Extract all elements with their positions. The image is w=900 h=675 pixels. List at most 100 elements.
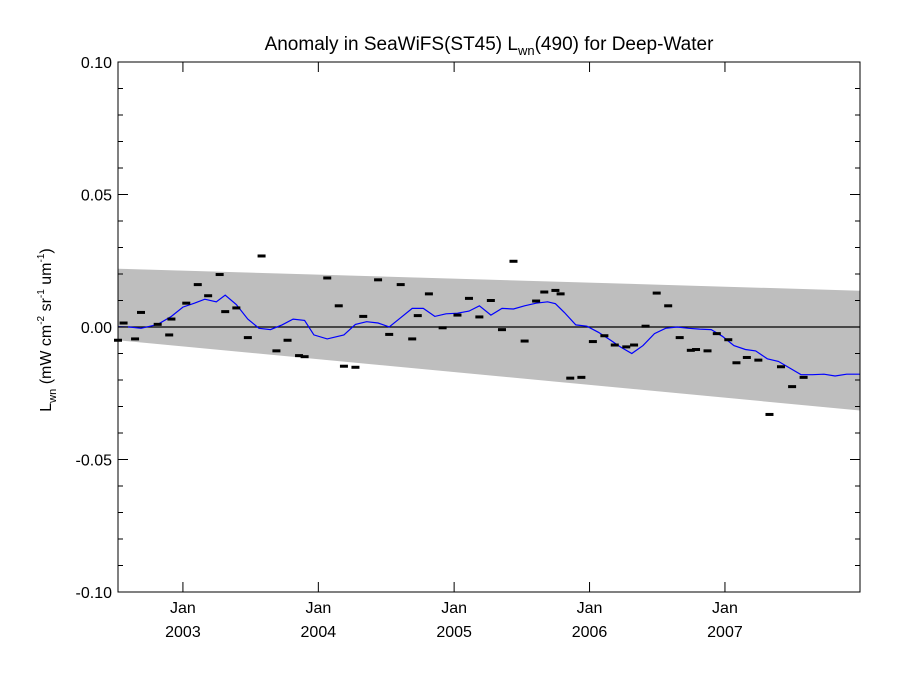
y-ticks: 0.10 0.05 0.00 -0.05 -0.10 (76, 55, 860, 602)
data-marker (686, 348, 695, 352)
data-marker (497, 328, 506, 332)
data-marker (257, 254, 266, 258)
data-marker (788, 385, 797, 389)
data-marker (396, 283, 405, 287)
data-marker (509, 259, 518, 263)
data-marker (351, 365, 360, 369)
ylabel-sub: wn (47, 389, 59, 404)
data-marker (664, 304, 673, 308)
data-marker (588, 340, 597, 344)
data-marker (385, 332, 394, 336)
data-marker (131, 337, 140, 341)
data-marker (193, 283, 202, 287)
ylabel-unit-a: (mW cm (38, 325, 55, 389)
data-marker (724, 338, 733, 342)
data-marker (765, 412, 774, 416)
x-tick-year-label: 2004 (301, 624, 337, 641)
ylabel-sup-3: -1 (36, 253, 47, 262)
x-tick-year-label: 2003 (165, 624, 201, 641)
data-marker (577, 375, 586, 379)
trend-line-layer (117, 294, 860, 377)
data-marker (295, 354, 304, 358)
data-marker (165, 333, 174, 337)
ylabel-unit-d: ) (38, 248, 55, 253)
ylabel-sup-2: -1 (36, 289, 47, 298)
data-marker (692, 348, 701, 352)
y-tick-label: 0.00 (81, 320, 112, 337)
uncertainty-band-layer (118, 268, 860, 411)
x-tick-month-label: Jan (712, 600, 738, 617)
title-suffix: (490) for Deep-Water (535, 34, 714, 55)
data-marker (652, 291, 661, 295)
data-marker (630, 343, 639, 347)
y-tick-label: 0.10 (81, 55, 112, 72)
data-marker (300, 355, 309, 359)
x-tick-year-label: 2006 (572, 624, 608, 641)
x-tick-year-label: 2005 (436, 624, 472, 641)
data-marker (167, 317, 176, 321)
x-tick-year-label: 2007 (707, 624, 743, 641)
data-marker (799, 375, 808, 379)
data-marker (520, 339, 529, 343)
data-marker (732, 361, 741, 365)
data-marker (532, 299, 541, 303)
ylabel-sup-1: -2 (36, 315, 47, 324)
data-marker (334, 304, 343, 308)
ylabel-main: L (38, 403, 55, 412)
data-marker (475, 315, 484, 319)
x-ticks: Jan 2003 Jan 2004 Jan 2005 Jan 2006 Jan 2007 (165, 62, 743, 641)
ylabel-unit-b: sr (38, 297, 55, 315)
data-marker (153, 322, 162, 326)
data-marker (464, 296, 473, 300)
data-marker (119, 321, 128, 325)
data-marker (540, 290, 549, 294)
y-tick-label: -0.05 (76, 453, 113, 470)
data-marker (243, 336, 252, 340)
data-marker (374, 278, 383, 282)
y-axis-label-group: Lwn (mW cm-2 sr-1 um-1) (36, 248, 59, 411)
data-marker (703, 349, 712, 353)
data-marker (359, 314, 368, 318)
data-marker (754, 358, 763, 362)
data-marker (566, 376, 575, 380)
x-tick-month-label: Jan (441, 600, 467, 617)
x-tick-month-label: Jan (170, 600, 196, 617)
x-tick-month-label: Jan (305, 600, 331, 617)
ylabel-unit-c: um (38, 263, 55, 290)
data-marker (742, 355, 751, 359)
data-marker (424, 292, 433, 296)
data-marker (204, 294, 213, 298)
title-subscript: wn (517, 43, 535, 58)
y-axis-label: Lwn (mW cm-2 sr-1 um-1) (36, 248, 59, 411)
y-tick-label: -0.10 (76, 585, 113, 602)
data-marker (453, 313, 462, 317)
data-marker (323, 276, 332, 280)
data-marker (712, 332, 721, 336)
data-marker (339, 364, 348, 368)
trend-line (117, 294, 860, 377)
data-marker (641, 324, 650, 328)
data-marker (438, 326, 447, 330)
y-tick-label: 0.05 (81, 188, 112, 205)
data-marker (551, 288, 560, 292)
data-marker (610, 343, 619, 347)
data-marker (272, 349, 281, 353)
data-marker (600, 334, 609, 338)
title-prefix: Anomaly in SeaWiFS(ST45) L (265, 34, 518, 55)
data-marker (622, 345, 631, 349)
data-marker (408, 337, 417, 341)
data-marker (137, 310, 146, 314)
uncertainty-band (118, 268, 860, 411)
data-marker (221, 310, 230, 314)
data-marker (232, 306, 241, 310)
data-marker (283, 338, 292, 342)
x-tick-month-label: Jan (577, 600, 603, 617)
data-marker (486, 299, 495, 302)
data-marker (556, 292, 565, 296)
chart-title: Anomaly in SeaWiFS(ST45) Lwn(490) for De… (265, 34, 715, 58)
data-marker (215, 273, 224, 277)
data-marker (413, 314, 422, 318)
data-marker (675, 336, 684, 340)
